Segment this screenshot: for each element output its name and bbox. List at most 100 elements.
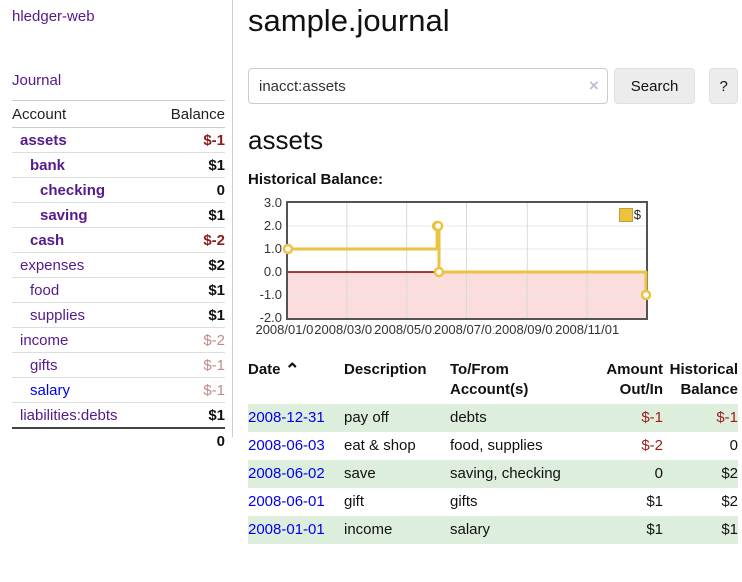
account-row-bank: bank $1 [12,153,225,178]
account-row-salary: salary $-1 [12,378,225,403]
y-tick-label: 2.0 [263,218,282,233]
column-header-description: Description [344,361,427,378]
transaction-date-link[interactable]: 2008-01-01 [248,521,325,538]
account-row-supplies: supplies $1 [12,303,225,328]
app-brand-link[interactable]: hledger-web [12,8,95,25]
account-link-assets[interactable]: assets [20,131,67,149]
date-header-label: Date [248,361,281,378]
account-link-supplies[interactable]: supplies [30,306,86,324]
accounts-total-row: 0 [12,429,225,453]
y-tick-label: 1.0 [263,241,282,256]
transaction-accounts: salary [450,516,598,544]
account-link-liabilities-debts[interactable]: liabilities:debts [20,406,118,424]
transaction-row: 2008-01-01 income salary $1 $1 [248,516,738,544]
account-row-liabilities-debts: liabilities:debts $1 [12,403,225,429]
accounts-table-header: Account Balance [12,101,225,128]
transaction-date-link[interactable]: 2008-06-02 [248,465,325,482]
transaction-amount: $-1 [598,404,663,432]
chart-y-axis: 3.0 2.0 1.0 0.0 -1.0 -2.0 [248,196,282,325]
column-header-balance: Historical Balance [669,361,738,398]
account-balance: 0 [216,181,225,199]
x-tick-label: 2008/07/01 [432,322,501,337]
chart-x-axis: 2008/01/01 2008/03/01 2008/05/01 2008/07… [254,322,738,340]
sidebar-divider [232,0,233,437]
account-link-income[interactable]: income [20,331,69,349]
transaction-date-link[interactable]: 2008-12-31 [248,409,325,426]
transaction-row: 2008-06-01 gift gifts $1 $2 [248,488,738,516]
account-link-food[interactable]: food [30,281,60,299]
register-header-row: Date ⌃ Description To/From Account(s) Am… [248,358,738,404]
account-balance: $1 [208,281,225,299]
search-input[interactable] [248,68,608,104]
x-tick-label: 2008/03/01 [313,322,381,337]
accounts-total-value: 0 [216,432,225,450]
search-button[interactable]: Search [613,68,696,104]
register-table: Date ⌃ Description To/From Account(s) Am… [248,358,738,544]
account-balance: $-1 [203,131,225,149]
page-title: sample.journal [248,3,450,38]
transaction-amount: 0 [598,460,663,488]
transaction-balance: 0 [729,437,738,454]
y-tick-label: -2.0 [259,310,282,325]
account-balance: $-1 [203,356,225,374]
transaction-accounts: gifts [450,493,478,510]
transaction-description: eat & shop [344,437,416,454]
transaction-row: 2008-12-31 pay off debts $-1 $-1 [248,404,738,432]
transaction-balance: $-1 [663,404,738,432]
y-tick-label: 3.0 [263,195,282,210]
transaction-accounts: food, supplies [450,437,543,454]
chart-title: Historical Balance: [248,171,384,188]
account-balance: $-2 [203,331,225,349]
transaction-date-link[interactable]: 2008-06-03 [248,437,325,454]
balance-column-header: Balance [170,105,225,123]
account-row-cash: cash $-2 [12,228,225,253]
y-tick-label: -1.0 [259,287,282,302]
account-link-checking[interactable]: checking [40,181,106,199]
account-link-saving[interactable]: saving [40,206,88,224]
transaction-amount: $-2 [641,437,663,454]
account-row-checking: checking 0 [12,178,225,203]
help-button[interactable]: ? [709,68,738,104]
column-header-accounts: To/From Account(s) [450,361,529,398]
account-link-cash[interactable]: cash [30,231,65,249]
account-balance: $-2 [203,231,225,249]
account-link-gifts[interactable]: gifts [30,356,58,374]
column-header-date[interactable]: Date ⌃ [248,358,344,404]
transaction-balance: $2 [721,493,738,510]
account-row-expenses: expenses $2 [12,253,225,278]
column-header-amount: Amount Out/In [606,361,663,398]
account-balance: $1 [208,306,225,324]
account-row-gifts: gifts $-1 [12,353,225,378]
account-link-salary[interactable]: salary [30,381,71,399]
y-tick-label: 0.0 [263,264,282,279]
clear-search-icon[interactable]: × [588,76,599,95]
transaction-balance: $2 [663,460,738,488]
account-row-food: food $1 [12,278,225,303]
transaction-date-link[interactable]: 2008-06-01 [248,493,325,510]
transaction-accounts: saving, checking [450,460,598,488]
account-link-expenses[interactable]: expenses [20,256,85,274]
account-balance: $1 [208,406,225,424]
transaction-description: save [344,460,450,488]
x-tick-label: 2008/09/01 [493,322,561,337]
sort-ascending-icon: ⌃ [284,360,300,380]
chart-plot-area: $ [282,201,652,320]
chart-legend: $ [616,206,643,223]
historical-balance-chart: 3.0 2.0 1.0 0.0 -1.0 -2.0 $ 2008/01/01 2… [248,196,738,340]
transaction-balance: $1 [663,516,738,544]
main-content: sample.journal × Search ? assets Histori… [248,2,738,544]
account-link-bank[interactable]: bank [30,156,66,174]
x-tick-label: 2008/01/01 [254,322,322,337]
account-column-header: Account [12,105,67,123]
sidebar-item-journal[interactable]: Journal [12,72,62,89]
x-tick-label: 2008/11/01 [554,322,621,337]
account-row-income: income $-2 [12,328,225,353]
account-heading: assets [248,125,324,155]
balance-line-chart [282,203,652,318]
transaction-description: income [344,516,450,544]
account-row-assets: assets $-1 [12,128,225,153]
account-balance: $1 [208,156,225,174]
legend-label: $ [633,207,641,222]
accounts-table: Account Balance assets $-1 bank $1 check… [12,100,225,453]
transaction-amount: $1 [646,493,663,510]
